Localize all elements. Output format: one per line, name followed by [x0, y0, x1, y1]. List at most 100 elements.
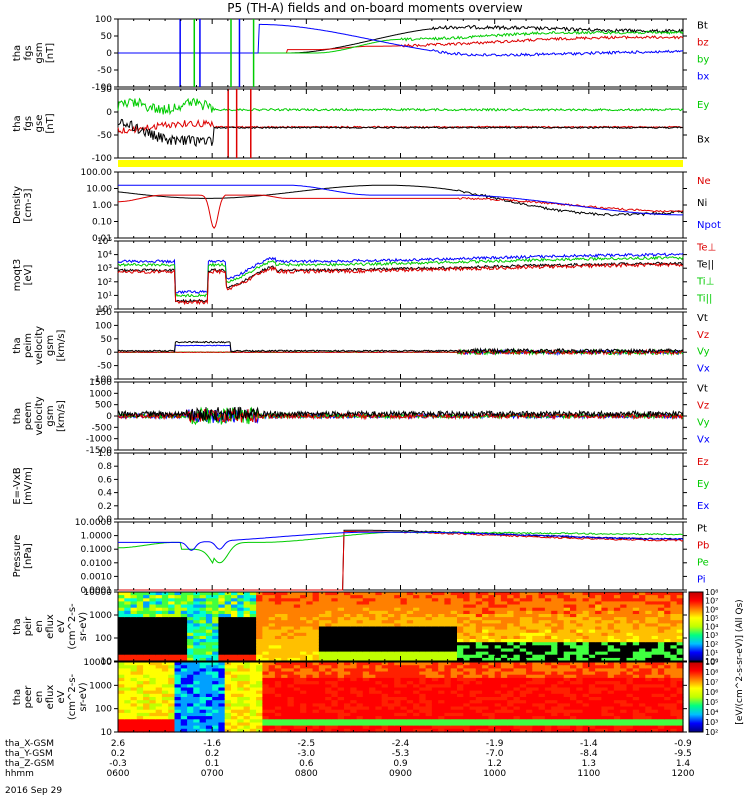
x-tick-label: 0600 — [107, 769, 130, 779]
y-tick-label: 1.0 — [98, 449, 113, 459]
y-axis-label: peem — [23, 402, 34, 430]
series-Te-par — [117, 261, 684, 304]
y-tick-label: 0.0100 — [81, 559, 113, 569]
y-axis-label: peir — [23, 616, 34, 636]
y-tick-label: 1000 — [89, 611, 112, 621]
y-axis-label: eV — [56, 620, 67, 633]
date-label: 2016 Sep 29 — [5, 786, 63, 796]
x-tick-label: -1.6 — [203, 739, 221, 749]
y-axis-label: gsm — [34, 42, 45, 63]
x-tick-label: 1.2 — [488, 759, 502, 769]
x-tick-label: -1.4 — [580, 739, 598, 749]
x-tick-label: -9.5 — [674, 749, 692, 759]
y-tick-label: -100 — [92, 375, 113, 385]
x-tick-label: -0.9 — [674, 739, 692, 749]
y-axis-label: eV — [56, 690, 67, 703]
y-tick-label: 1000 — [89, 681, 112, 691]
y-tick-label: 10.0000 — [75, 518, 112, 528]
colorbar-tick: 10⁵ — [705, 698, 718, 707]
y-axis-label: sr-eV) — [78, 612, 89, 641]
y-tick-label: 0.01 — [92, 234, 112, 244]
legend-entry: Vz — [697, 330, 709, 341]
y-axis-label: [eV] — [23, 265, 34, 286]
y-axis-label: [nT] — [45, 43, 56, 63]
y-axis-label: moqt3 — [12, 259, 23, 292]
page-title: P5 (TH-A) fields and on-board moments ov… — [227, 1, 523, 15]
x-tick-label: -2.4 — [392, 739, 410, 749]
y-axis-label: tha — [12, 45, 23, 61]
y-axis-label: en — [34, 620, 45, 633]
y-axis-label: peer — [23, 685, 34, 709]
legend-entry: Vx — [697, 363, 710, 374]
x-tick-label: 1.4 — [676, 759, 691, 769]
y-tick-label: -50 — [97, 362, 112, 372]
y-tick-label: 10² — [97, 278, 112, 288]
legend-entry: Pt — [697, 523, 707, 534]
y-tick-label: 0 — [106, 348, 112, 358]
y-tick-label: 500 — [95, 401, 112, 411]
legend-entry: bx — [697, 71, 709, 82]
y-axis-label: eflux — [45, 685, 56, 710]
series-Ne — [118, 194, 684, 229]
legend-entry: bz — [697, 37, 709, 48]
y-tick-label: 1.0000 — [81, 532, 113, 542]
legend-entry: Pe — [697, 557, 709, 568]
y-tick-label: 0.0001 — [81, 586, 113, 596]
y-tick-label: 10.00 — [86, 185, 112, 195]
y-tick-label: 100 — [95, 634, 112, 644]
y-tick-label: 0.0010 — [81, 572, 113, 582]
y-axis-label: gse — [34, 115, 45, 133]
legend-entry: Vz — [697, 400, 709, 411]
legend-entry: Vx — [697, 434, 710, 445]
series-by — [118, 30, 684, 54]
legend-entry: Bx — [697, 134, 710, 145]
x-tick-label: -3.0 — [298, 749, 316, 759]
y-tick-label: 10⁵ — [97, 237, 112, 247]
legend-entry: Vy — [697, 347, 710, 358]
y-tick-label: 100 — [95, 321, 112, 331]
flag-bar — [118, 160, 683, 167]
y-axis-label: [cm-3] — [23, 188, 34, 221]
legend-entry: Te⊥ — [696, 242, 716, 253]
x-tick-label: 0.6 — [299, 759, 314, 769]
x-tick-label: 0800 — [295, 769, 318, 779]
colorbar-tick: 10⁰ — [705, 657, 718, 666]
y-axis-label: [km/s] — [56, 329, 67, 361]
series-Ni — [117, 184, 684, 217]
x-tick-label: 1000 — [483, 769, 506, 779]
series-Vt — [117, 340, 684, 355]
y-tick-label: 10000 — [83, 588, 112, 598]
y-tick-label: 0 — [106, 49, 112, 59]
y-tick-label: 0 — [106, 412, 112, 422]
series-Pb — [118, 531, 684, 591]
y-axis-label: [nPa] — [23, 543, 34, 569]
legend-entry: Pb — [697, 540, 709, 551]
colorbar-tick: 10⁴ — [705, 708, 718, 717]
series-Bx — [117, 118, 684, 148]
y-axis-label: [km/s] — [56, 400, 67, 432]
series-Pi — [118, 531, 684, 551]
legend-entry: Vy — [697, 417, 710, 428]
y-axis-label: tha — [12, 408, 23, 424]
legend-entry: Bt — [697, 20, 708, 31]
y-tick-label: 100.00 — [81, 168, 113, 178]
colorbar-tick: 10⁹ — [705, 658, 718, 667]
legend-entry: Ne — [697, 176, 711, 187]
legend-entry: Vt — [697, 313, 708, 324]
peer-spectrogram — [118, 662, 684, 733]
series-Pe — [118, 531, 684, 565]
y-tick-label: 0.0 — [98, 515, 113, 525]
y-tick-label: 0 — [106, 108, 112, 118]
y-axis-label: (cm^2-s- — [67, 603, 78, 650]
y-tick-label: 0.2 — [98, 502, 112, 512]
x-axis-row-label: tha_Z-GSM — [5, 759, 54, 769]
series-Ey — [117, 97, 684, 116]
colorbar-tick: 10⁷ — [705, 597, 718, 606]
y-tick-label: -1500 — [86, 446, 112, 456]
colorbar-tick: 10⁸ — [705, 588, 718, 597]
x-tick-label: 0.2 — [205, 749, 219, 759]
series-Ti-perp — [117, 255, 684, 298]
y-axis-label: (cm^2-s- — [67, 673, 78, 720]
